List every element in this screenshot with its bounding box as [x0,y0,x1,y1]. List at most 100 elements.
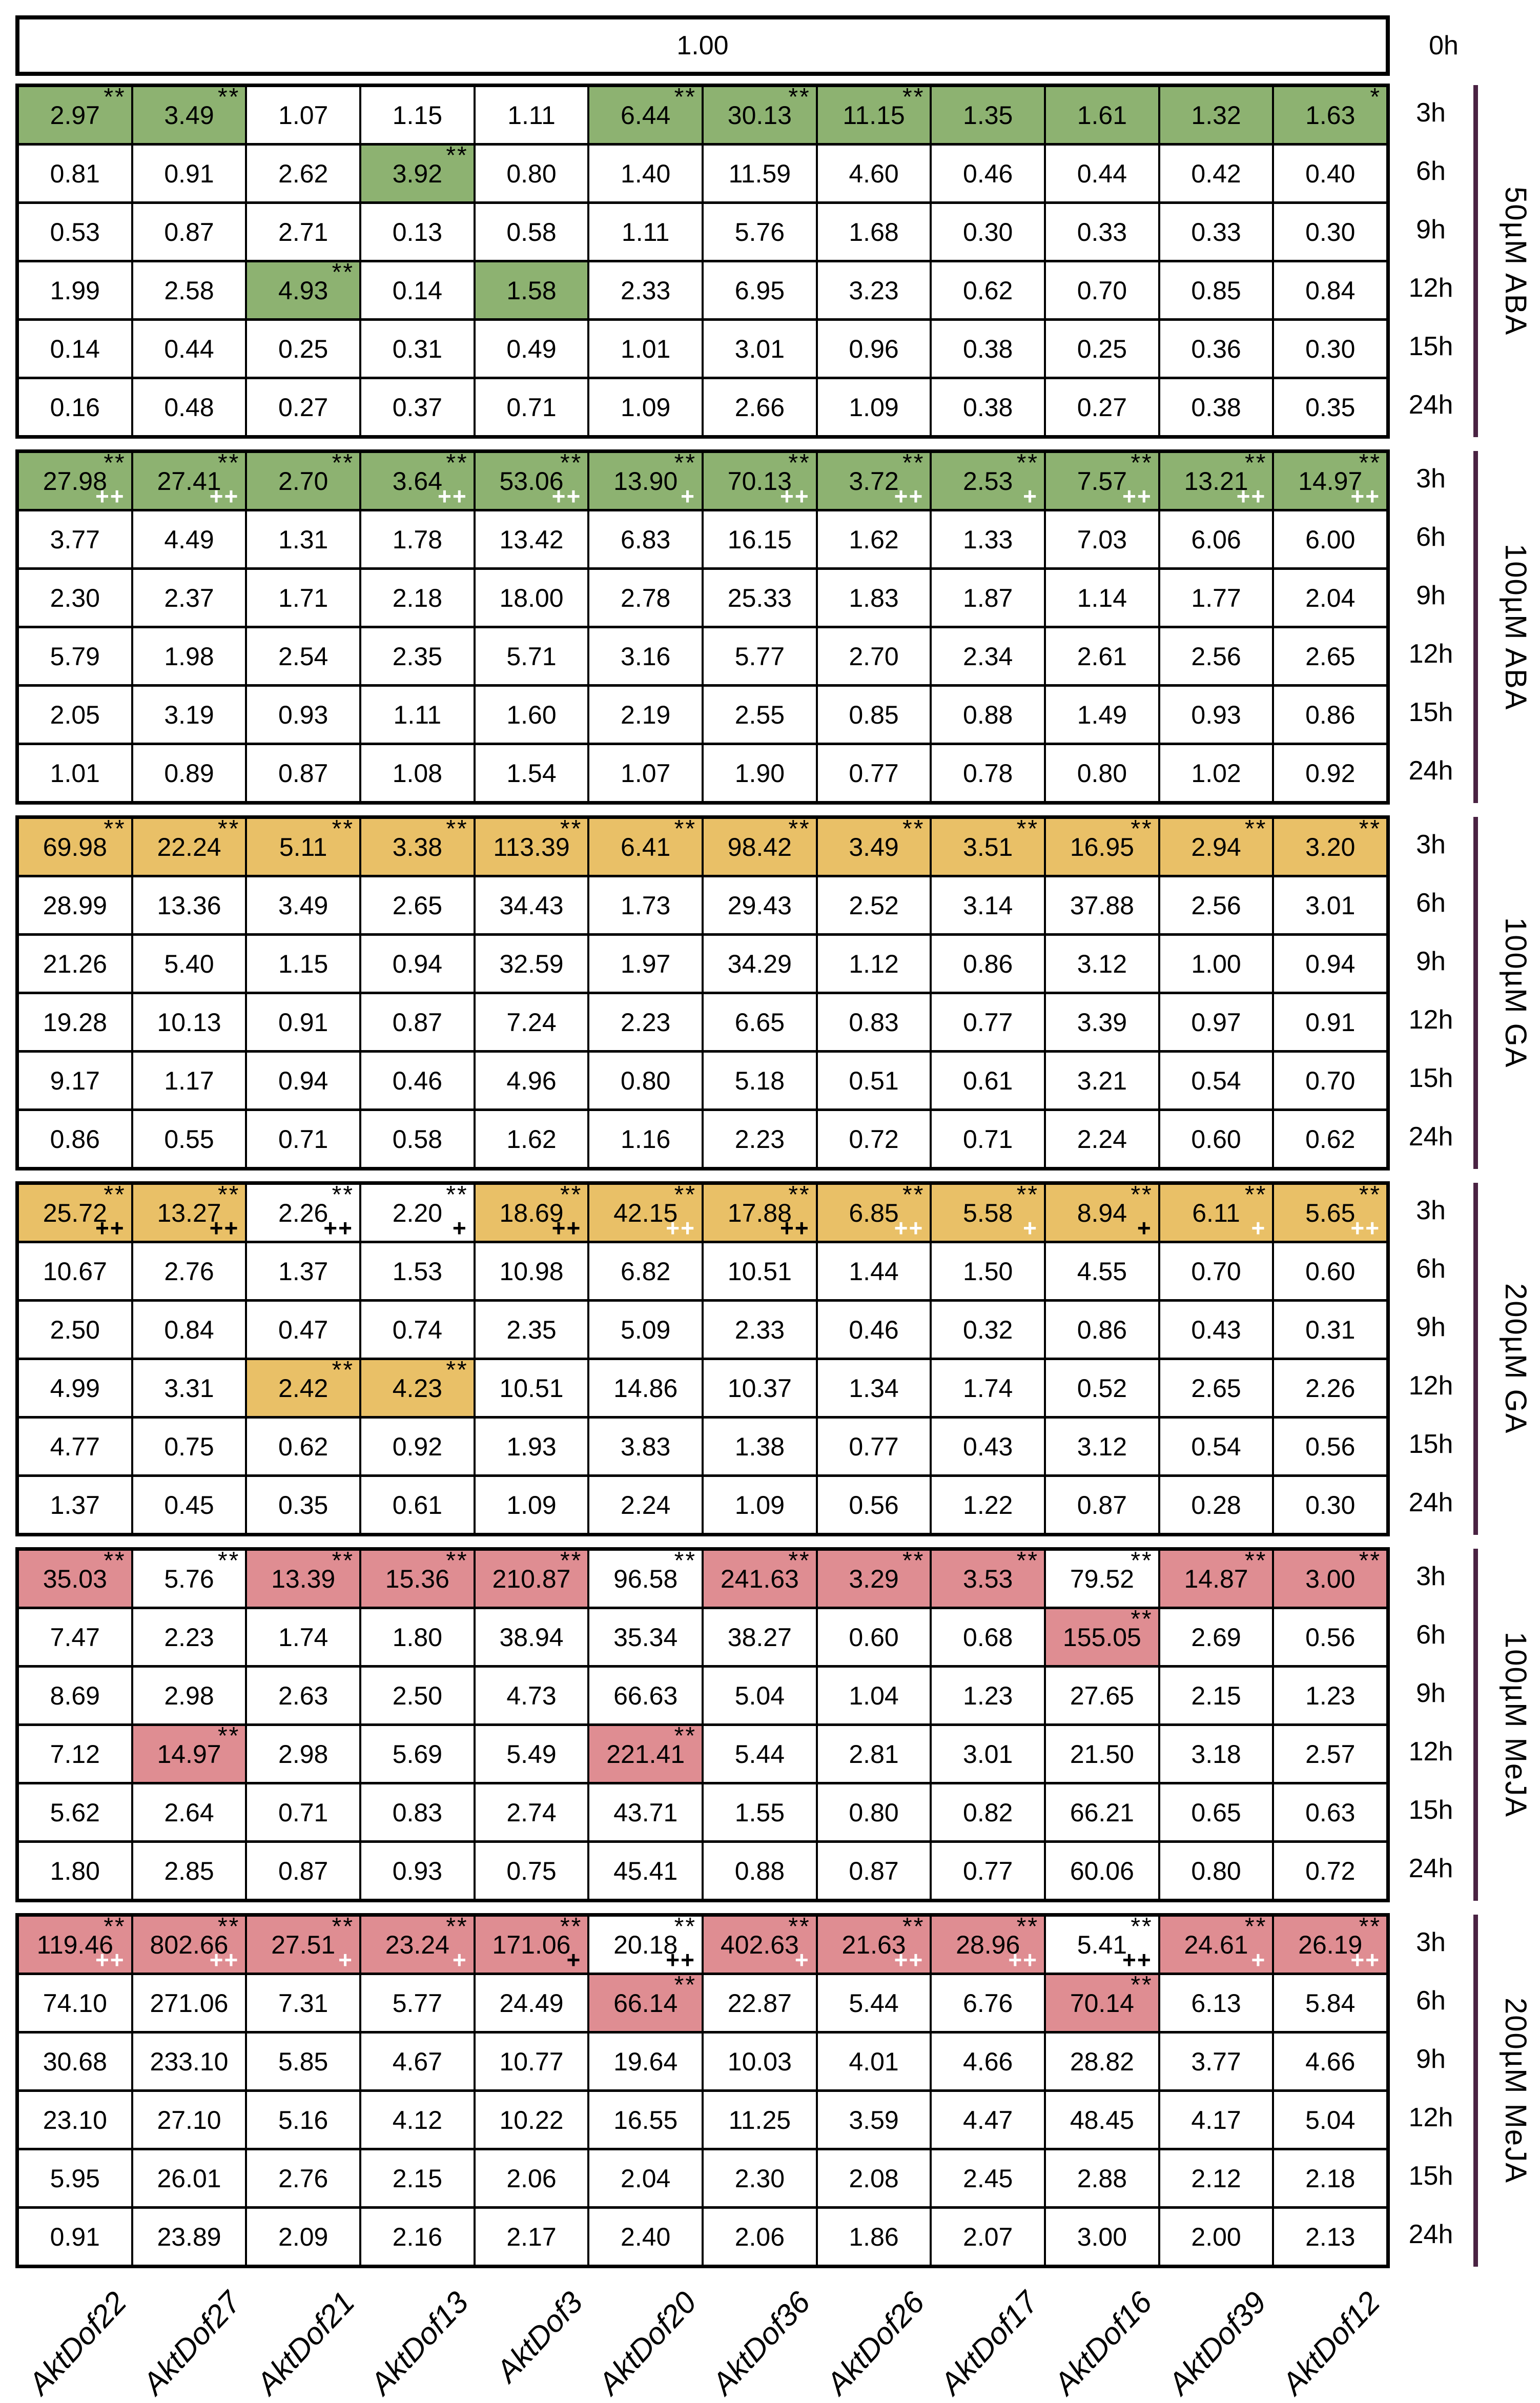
cell-value: 1.68 [849,217,899,247]
cell-AktDof3-200-M-GA-9h: 2.35 [475,1302,590,1358]
time-label-24h: 24h [1408,390,1453,420]
cell-AktDof39-200-M-GA-9h: 0.43 [1160,1302,1275,1358]
cell-value: 4.66 [1305,2047,1356,2076]
cell-AktDof22-200-M-MeJA-3h: 119.46 ** ++ [19,1915,133,1973]
cell-AktDof26-200-M-MeJA-12h: 3.59 [817,2092,932,2148]
cell-value: 3.59 [849,2105,899,2134]
cell-value: 271.06 [150,1988,229,2018]
cell-AktDof36-50-M-ABA-9h: 5.76 [704,204,818,260]
cell-AktDof17-50-M-ABA-24h: 0.38 [932,379,1046,435]
cell-AktDof39-200-M-GA-15h: 0.54 [1160,1419,1275,1474]
plus-marks: ++ [666,1215,696,1241]
cell-AktDof20-200-M-GA-9h: 5.09 [589,1302,704,1358]
cell-AktDof17-100-M-GA-15h: 0.61 [932,1053,1046,1108]
cell-value: 0.86 [1305,700,1356,729]
cell-value: 79.52 [1070,1564,1134,1593]
cell-value: 3.49 [164,100,214,130]
cell-value: 0.93 [278,700,328,729]
cell-AktDof20-100-M-ABA-15h: 2.19 [589,687,704,743]
cell-AktDof26-100-M-ABA-3h: 3.72 ** ++ [817,451,932,509]
cell-value: 1.87 [963,583,1013,612]
cell-AktDof13-100-M-GA-9h: 0.94 [361,936,476,992]
gene-label-AktDof27: AktDof27 [135,2285,248,2401]
cell-AktDof39-50-M-ABA-6h: 0.42 [1160,146,1275,201]
significance-asterisks: ** [560,815,583,843]
cell-AktDof16-200-M-MeJA-9h: 28.82 [1046,2034,1160,2089]
cell-AktDof17-200-M-MeJA-6h: 6.76 [932,1975,1046,2031]
cell-AktDof17-100-M-MeJA-12h: 3.01 [932,1726,1046,1782]
time-label-9h: 9h [1416,215,1446,244]
cell-AktDof17-200-M-MeJA-24h: 2.07 [932,2209,1046,2265]
cell-AktDof26-200-M-GA-9h: 0.46 [817,1302,932,1358]
gene-label-AktDof21: AktDof21 [250,2285,361,2401]
cell-value: 10.98 [499,1257,564,1286]
treatment-label-text: 100µM MeJA [1499,1632,1532,1818]
cell-value: 0.86 [963,949,1013,978]
cell-AktDof13-100-M-GA-3h: 3.38 ** [361,815,476,875]
row-100-M-ABA-3h: 27.98 ** ++ 27.41 ** ++ 2.70 ** 3.64 ** ++ 53.06 ** +… [19,451,1387,511]
plus-marks: ++ [437,483,467,509]
cell-AktDof39-100-M-ABA-6h: 6.06 [1160,511,1275,567]
cell-value: 70.13 [727,466,792,496]
time-label-12h: 12h [1408,2103,1453,2132]
cell-AktDof22-200-M-GA-15h: 4.77 [19,1419,133,1474]
cell-value: 0.80 [849,1798,899,1827]
cell-value: 20.18 [613,1930,678,1959]
cell-value: 1.23 [963,1681,1013,1710]
cell-AktDof26-200-M-GA-15h: 0.77 [817,1419,932,1474]
cell-AktDof39-50-M-ABA-15h: 0.36 [1160,321,1275,377]
cell-AktDof39-200-M-MeJA-3h: 24.61 ** + [1160,1915,1275,1973]
cell-AktDof17-200-M-GA-24h: 1.22 [932,1477,1046,1533]
cell-AktDof20-100-M-ABA-3h: 13.90 ** + [589,451,704,509]
cell-AktDof12-200-M-MeJA-3h: 26.19 ** ++ [1274,1915,1387,1973]
cell-value: 1.00 [1191,949,1241,978]
cell-value: 2.45 [963,2164,1013,2193]
cell-value: 171.06 [492,1930,571,1959]
cell-AktDof39-50-M-ABA-3h: 1.32 [1160,87,1275,143]
time-label-15h: 15h [1408,697,1453,727]
cell-AktDof3-100-M-ABA-15h: 1.60 [475,687,590,743]
cell-AktDof13-100-M-MeJA-15h: 0.83 [361,1784,476,1840]
cell-value: 0.87 [392,1008,443,1037]
cell-value: 5.11 [279,832,327,861]
cell-value: 1.09 [506,1490,557,1519]
cell-AktDof17-100-M-MeJA-6h: 0.68 [932,1609,1046,1665]
time-label-12h: 12h [1408,273,1453,303]
cell-AktDof3-100-M-GA-24h: 1.62 [475,1111,590,1167]
cell-value: 28.96 [956,1930,1020,1959]
cell-value: 2.65 [1305,642,1356,671]
gene-label-AktDof39: AktDof39 [1161,2285,1273,2401]
cell-value: 5.04 [1305,2105,1356,2134]
cell-value: 1.58 [506,276,557,305]
cell-value: 0.38 [963,334,1013,363]
row-100-M-ABA-24h: 1.01 0.89 0.87 1.08 1.54 1.07 1.90 0.77 0.78 0.80… [19,745,1387,801]
cell-value: 11.59 [728,159,791,188]
cell-AktDof27-100-M-ABA-12h: 1.98 [133,628,248,684]
cell-value: 0.38 [1191,393,1241,422]
cell-value: 0.92 [1305,758,1356,788]
cell-AktDof3-50-M-ABA-9h: 0.58 [475,204,590,260]
cell-AktDof17-200-M-GA-6h: 1.50 [932,1243,1046,1299]
cell-AktDof36-200-M-GA-15h: 1.38 [704,1419,818,1474]
cell-AktDof21-200-M-MeJA-15h: 2.76 [247,2150,362,2206]
cell-AktDof36-100-M-MeJA-6h: 38.27 [704,1609,818,1665]
time-label-12h: 12h [1408,639,1453,669]
cell-value: 0.70 [1305,1066,1356,1095]
significance-asterisks: ** [1016,815,1039,843]
significance-asterisks: ** [446,815,468,843]
cell-value: 0.84 [164,1315,214,1344]
cell-AktDof27-100-M-MeJA-9h: 2.98 [133,1668,248,1723]
time-label-9h: 9h [1416,1312,1446,1342]
cell-AktDof39-100-M-MeJA-12h: 3.18 [1160,1726,1275,1782]
cell-AktDof26-100-M-ABA-12h: 2.70 [817,628,932,684]
cell-value: 0.53 [50,217,100,247]
cell-value: 2.23 [621,1008,671,1037]
cell-AktDof21-50-M-ABA-3h: 1.07 [247,87,362,143]
cell-AktDof12-100-M-GA-6h: 3.01 [1274,877,1387,933]
cell-value: 2.09 [278,2222,328,2251]
cell-value: 2.53 [963,466,1013,496]
cell-AktDof12-50-M-ABA-9h: 0.30 [1274,204,1387,260]
cell-value: 0.30 [1305,334,1356,363]
time-label-6h: 6h [1416,1620,1446,1650]
cell-AktDof12-100-M-ABA-9h: 2.04 [1274,570,1387,626]
